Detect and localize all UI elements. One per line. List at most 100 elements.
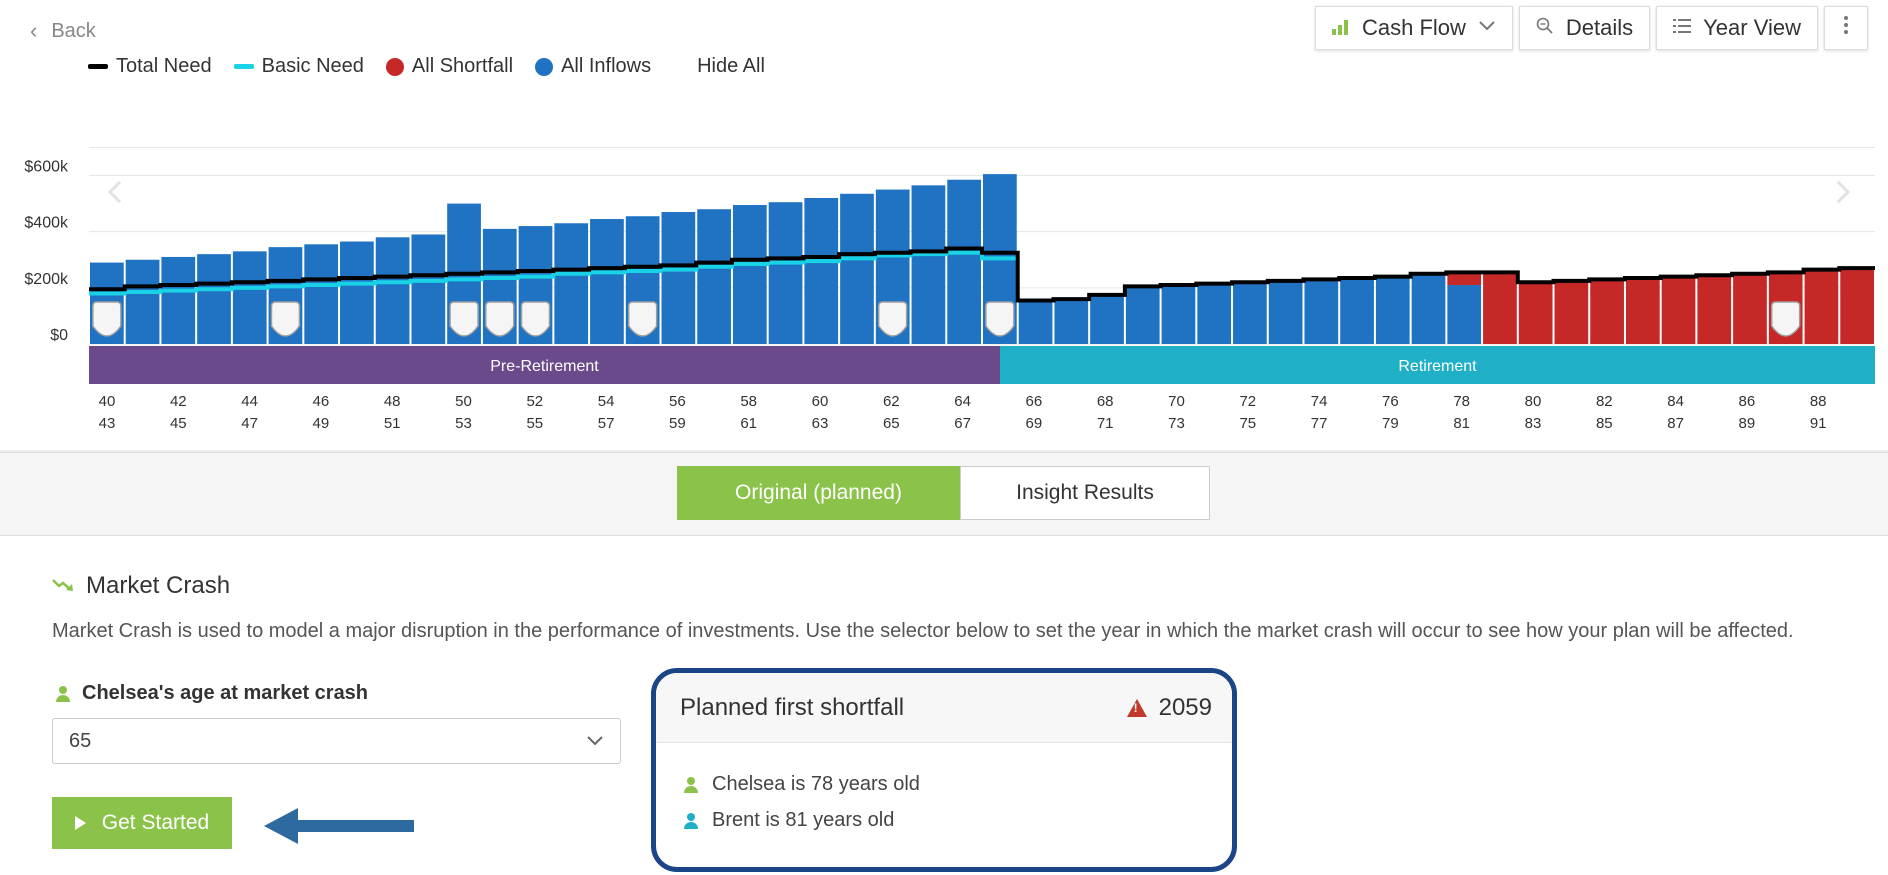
tab-insight-results[interactable]: Insight Results bbox=[960, 466, 1210, 520]
shortfall-bar bbox=[1625, 278, 1660, 344]
legend-all-inflows[interactable]: All Inflows bbox=[535, 55, 651, 78]
zoom-icon bbox=[1536, 17, 1554, 40]
cash-flow-dropdown[interactable]: Cash Flow bbox=[1314, 6, 1513, 50]
x-tick-label: 82 bbox=[1596, 393, 1613, 410]
x-tick-label-secondary: 49 bbox=[313, 415, 330, 432]
section-description: Market Crash is used to model a major di… bbox=[52, 620, 1794, 642]
x-tick-label: 78 bbox=[1453, 393, 1470, 410]
x-tick-label-secondary: 67 bbox=[954, 415, 971, 432]
phase-label: Pre-Retirement bbox=[490, 358, 599, 375]
x-tick-label-secondary: 91 bbox=[1810, 415, 1827, 432]
x-tick-label-secondary: 55 bbox=[526, 415, 543, 432]
inflow-bar bbox=[554, 223, 589, 344]
inflow-bar bbox=[732, 205, 767, 344]
inflow-bar bbox=[340, 241, 374, 344]
year-view-label: Year View bbox=[1703, 15, 1801, 40]
chevron-down-icon bbox=[1478, 19, 1496, 37]
x-tick-label-secondary: 71 bbox=[1097, 415, 1114, 432]
get-started-button[interactable]: Get Started bbox=[52, 797, 232, 849]
toolbar: Cash Flow Details Year View bbox=[1314, 6, 1868, 50]
x-tick-label-secondary: 77 bbox=[1311, 415, 1328, 432]
x-tick-label-secondary: 79 bbox=[1382, 415, 1399, 432]
y-tick-label: $200k bbox=[24, 271, 69, 288]
back-link[interactable]: ‹ Back bbox=[30, 18, 96, 44]
shortfall-bar bbox=[1840, 268, 1874, 344]
y-tick-label: $400k bbox=[24, 215, 69, 232]
cash-flow-label: Cash Flow bbox=[1361, 15, 1466, 40]
inflow-bar bbox=[304, 244, 339, 344]
legend-total-need[interactable]: Total Need bbox=[88, 55, 212, 78]
x-tick-label: 66 bbox=[1026, 393, 1043, 410]
bar-chart-icon bbox=[1331, 15, 1350, 41]
x-tick-label-secondary: 81 bbox=[1453, 415, 1470, 432]
age-select[interactable]: 65 bbox=[52, 718, 621, 764]
inflow-bar bbox=[375, 237, 410, 344]
x-tick-label-secondary: 59 bbox=[669, 415, 686, 432]
age-field-label: Chelsea's age at market crash bbox=[56, 682, 368, 705]
tab-original-planned[interactable]: Original (planned) bbox=[677, 466, 960, 520]
first-shortfall-card: Planned first shortfall 2059 Chelsea is … bbox=[651, 668, 1237, 872]
get-started-label: Get Started bbox=[101, 811, 210, 834]
x-tick-label: 76 bbox=[1382, 393, 1399, 410]
inflow-bar bbox=[1018, 300, 1053, 344]
x-tick-label-secondary: 51 bbox=[384, 415, 401, 432]
inflow-bar bbox=[1447, 285, 1482, 344]
shortfall-bar bbox=[1697, 275, 1732, 344]
x-tick-label-secondary: 75 bbox=[1239, 415, 1256, 432]
inflow-bar bbox=[1268, 280, 1303, 344]
legend-basic-need[interactable]: Basic Need bbox=[233, 55, 364, 78]
x-tick-label: 42 bbox=[170, 393, 187, 410]
age-select-value: 65 bbox=[69, 729, 92, 752]
x-tick-label-secondary: 43 bbox=[99, 415, 116, 432]
x-tick-label: 64 bbox=[954, 393, 971, 410]
chart-legend: Total Need Basic Need All Shortfall All … bbox=[88, 55, 765, 78]
x-tick-label-secondary: 53 bbox=[455, 415, 472, 432]
inflow-bar bbox=[125, 259, 160, 344]
inflow-bar bbox=[1054, 299, 1089, 344]
x-tick-label-secondary: 47 bbox=[241, 415, 258, 432]
shortfall-bar bbox=[1447, 272, 1482, 286]
inflow-bar bbox=[411, 234, 446, 344]
hide-all-link[interactable]: Hide All bbox=[697, 55, 765, 78]
pointer-arrow-icon bbox=[264, 808, 414, 844]
phase-band bbox=[89, 346, 1000, 384]
person-icon bbox=[684, 776, 698, 793]
inflow-bar bbox=[661, 212, 696, 344]
x-tick-label-secondary: 63 bbox=[812, 415, 829, 432]
cash-flow-chart: $600k $400k $200k $0 Pre-Retirement Retiremen… bbox=[0, 146, 1888, 452]
x-tick-label-secondary: 85 bbox=[1596, 415, 1613, 432]
details-button[interactable]: Details bbox=[1518, 6, 1651, 50]
inflow-bar bbox=[1375, 276, 1410, 344]
card-row-brent: Brent is 81 years old bbox=[684, 809, 894, 832]
x-tick-label-secondary: 89 bbox=[1739, 415, 1756, 432]
legend-swatch bbox=[385, 57, 404, 76]
inflow-bar bbox=[197, 254, 231, 344]
card-row-text: Chelsea is 78 years old bbox=[712, 773, 920, 795]
card-title: Planned first shortfall bbox=[680, 693, 905, 721]
x-tick-label: 62 bbox=[883, 393, 900, 410]
shortfall-bar bbox=[1804, 269, 1839, 344]
chart-prev-icon bbox=[107, 180, 122, 204]
person-icon bbox=[684, 812, 698, 829]
shortfall-year: 2059 bbox=[1158, 693, 1212, 721]
inflow-bar bbox=[1161, 285, 1196, 344]
x-tick-label-secondary: 69 bbox=[1026, 415, 1043, 432]
year-view-button[interactable]: Year View bbox=[1656, 6, 1818, 50]
card-year: 2059 bbox=[1126, 693, 1212, 722]
legend-label: All Inflows bbox=[561, 55, 652, 77]
x-tick-label: 58 bbox=[740, 393, 757, 410]
phase-label: Retirement bbox=[1398, 358, 1477, 375]
x-tick-label: 84 bbox=[1667, 393, 1684, 410]
event-marker-icon bbox=[270, 301, 301, 337]
chart-next-icon bbox=[1836, 180, 1851, 204]
legend-swatch bbox=[88, 64, 108, 69]
inflow-bar bbox=[697, 209, 731, 344]
x-tick-label: 50 bbox=[455, 393, 472, 410]
more-options-button[interactable] bbox=[1824, 6, 1868, 50]
play-icon bbox=[74, 816, 86, 830]
kebab-menu-icon bbox=[1843, 15, 1849, 41]
x-tick-label-secondary: 61 bbox=[740, 415, 757, 432]
legend-all-shortfall[interactable]: All Shortfall bbox=[385, 55, 513, 78]
basic-need-line bbox=[89, 250, 1018, 296]
y-tick-label: $600k bbox=[24, 159, 69, 176]
